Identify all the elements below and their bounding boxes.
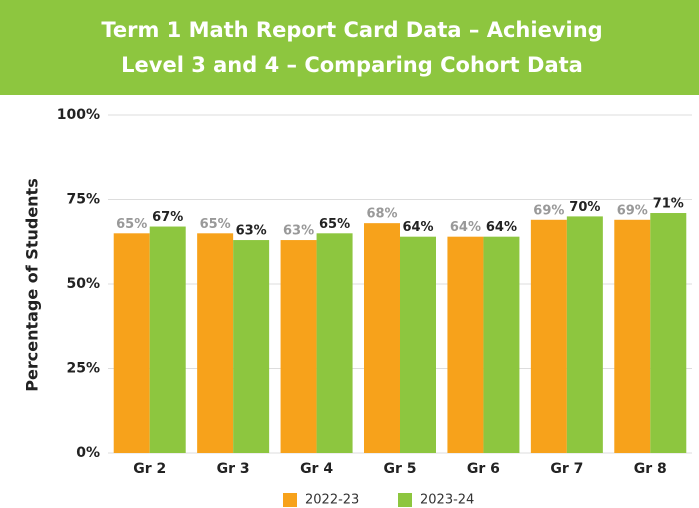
x-tick-label: Gr 2 [133,461,166,477]
bar [566,216,603,453]
value-label: 63% [283,224,314,239]
bar [650,213,687,453]
legend-label: 2022-23 [305,493,359,508]
bar [149,226,186,453]
bar [316,233,353,453]
chart-title: Level 3 and 4 – Comparing Cohort Data [121,53,583,77]
legend-label: 2023-24 [420,493,474,508]
title-banner [0,0,699,95]
x-tick-label: Gr 3 [217,461,250,477]
bar [113,233,150,453]
x-tick-label: Gr 6 [467,461,500,477]
value-label: 70% [569,200,600,215]
value-label: 64% [402,220,433,235]
bar [280,240,317,453]
value-label: 67% [152,210,183,225]
legend-swatch [283,493,297,507]
value-label: 69% [617,203,648,218]
bar [530,219,567,453]
value-label: 69% [533,203,564,218]
value-label: 63% [236,224,267,239]
bar [614,219,651,453]
value-label: 64% [486,220,517,235]
value-label: 71% [653,197,684,212]
y-tick-label: 50% [66,276,100,292]
x-tick-label: Gr 5 [383,461,416,477]
x-tick-label: Gr 4 [300,461,333,477]
chart-title: Term 1 Math Report Card Data – Achieving [101,18,602,42]
value-label: 65% [116,217,147,232]
y-tick-label: 75% [66,192,100,208]
bar [197,233,234,453]
y-tick-label: 100% [57,107,100,123]
y-axis-label: Percentage of Students [23,178,42,391]
bar [233,240,270,453]
y-tick-label: 0% [76,445,100,461]
value-label: 64% [450,220,481,235]
bar [483,236,520,453]
value-label: 65% [200,217,231,232]
bar [400,236,436,453]
bar [447,236,484,453]
value-label: 65% [319,217,350,232]
bar [364,223,400,453]
value-label: 68% [366,207,397,222]
x-tick-label: Gr 7 [550,461,583,477]
x-tick-label: Gr 8 [634,461,667,477]
legend-swatch [398,493,412,507]
y-tick-label: 25% [66,361,100,377]
